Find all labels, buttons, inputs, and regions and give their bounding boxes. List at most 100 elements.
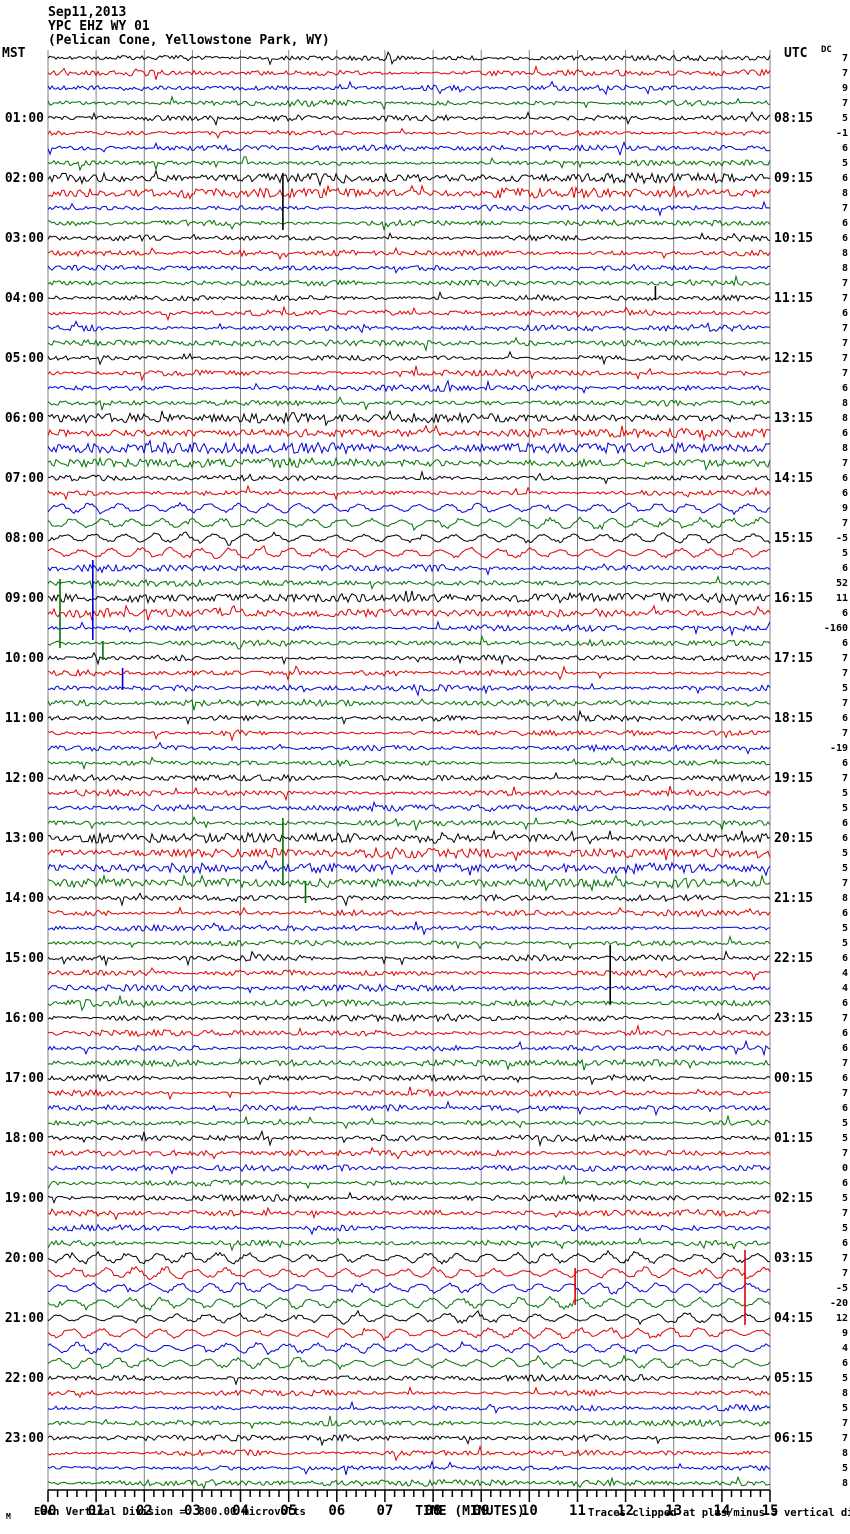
dc-offset-value: 5 — [841, 923, 848, 934]
dc-offset-value: 6 — [841, 953, 848, 964]
dc-offset-value: 6 — [841, 1043, 848, 1054]
dc-offset-value: 8 — [841, 1388, 848, 1399]
dc-offset-value: 6 — [841, 1073, 848, 1084]
dc-offset-value: 7 — [841, 518, 848, 529]
dc-offset-value: 6 — [841, 1103, 848, 1114]
utc-time-label: 13:15 — [774, 411, 814, 426]
dc-offset-value: 7 — [841, 1433, 848, 1444]
utc-time-label: 02:15 — [774, 1191, 814, 1206]
mst-time-label: 20:00 — [4, 1251, 44, 1266]
dc-offset-value: 7 — [841, 878, 848, 889]
dc-offset-value: 5 — [841, 1118, 848, 1129]
dc-offset-value: 7 — [841, 1088, 848, 1099]
dc-offset-value: 6 — [841, 638, 848, 649]
dc-offset-value: 5 — [841, 1463, 848, 1474]
dc-offset-value: 8 — [841, 188, 848, 199]
mst-time-label: 14:00 — [4, 891, 44, 906]
dc-offset-value: 6 — [841, 308, 848, 319]
mst-time-label: 09:00 — [4, 591, 44, 606]
dc-offset-value: 5 — [841, 683, 848, 694]
dc-offset-value: 6 — [841, 713, 848, 724]
mst-time-label: 18:00 — [4, 1131, 44, 1146]
dc-offset-value: 5 — [841, 113, 848, 124]
utc-time-label: 04:15 — [774, 1311, 814, 1326]
utc-time-label: 03:15 — [774, 1251, 814, 1266]
x-axis-tick-label: 06 — [328, 1503, 346, 1519]
mst-axis-label: MST — [2, 46, 26, 61]
dc-offset-value: 7 — [841, 98, 848, 109]
dc-offset-value: 7 — [841, 1418, 848, 1429]
dc-offset-value: 9 — [841, 1328, 848, 1339]
x-axis-tick-label: 02 — [135, 1503, 153, 1519]
dc-offset-value: 6 — [841, 998, 848, 1009]
dc-offset-value: 6 — [841, 608, 848, 619]
dc-offset-value: 0 — [841, 1163, 848, 1174]
dc-offset-value: 8 — [841, 443, 848, 454]
utc-time-label: 11:15 — [774, 291, 814, 306]
x-axis-tick-label: 14 — [713, 1503, 731, 1519]
dc-offset-value: 6 — [841, 908, 848, 919]
x-axis-tick-label: 15 — [761, 1503, 779, 1519]
x-axis-tick-label: 08 — [424, 1503, 442, 1519]
dc-offset-value: 4 — [841, 968, 848, 979]
dc-offset-value: 8 — [841, 1478, 848, 1489]
utc-time-label: 01:15 — [774, 1131, 814, 1146]
mst-time-label: 23:00 — [4, 1431, 44, 1446]
utc-time-label: 17:15 — [774, 651, 814, 666]
dc-offset-value: 12 — [835, 1313, 848, 1324]
utc-axis-label: UTC — [784, 46, 808, 61]
dc-offset-value: 4 — [841, 983, 848, 994]
dc-offset-value: 8 — [841, 413, 848, 424]
dc-offset-value: 7 — [841, 68, 848, 79]
dc-offset-value: 5 — [841, 1133, 848, 1144]
utc-time-label: 09:15 — [774, 171, 814, 186]
dc-offset-value: 6 — [841, 218, 848, 229]
mst-time-label: 13:00 — [4, 831, 44, 846]
utc-time-label: 20:15 — [774, 831, 814, 846]
dc-offset-value: 6 — [841, 428, 848, 439]
dc-offset-value: 5 — [841, 863, 848, 874]
dc-offset-value: 7 — [841, 1253, 848, 1264]
dc-offset-value: 9 — [841, 503, 848, 514]
dc-offset-value: -20 — [829, 1298, 848, 1309]
dc-offset-value: 6 — [841, 833, 848, 844]
utc-time-label: 05:15 — [774, 1371, 814, 1386]
dc-offset-value: 6 — [841, 1028, 848, 1039]
utc-time-label: 18:15 — [774, 711, 814, 726]
dc-offset-value: 9 — [841, 83, 848, 94]
mst-time-label: 22:00 — [4, 1371, 44, 1386]
dc-offset-value: 5 — [841, 1403, 848, 1414]
mst-time-label: 03:00 — [4, 231, 44, 246]
dc-offset-value: 7 — [841, 1268, 848, 1279]
dc-offset-value: 5 — [841, 548, 848, 559]
x-axis-title: TIME (MINUTES) — [415, 1504, 525, 1519]
x-axis-tick-label: 01 — [87, 1503, 105, 1519]
dc-offset-value: 7 — [841, 1148, 848, 1159]
dc-offset-value: 52 — [835, 578, 848, 589]
utc-time-label: 19:15 — [774, 771, 814, 786]
x-axis-tick-label: 10 — [520, 1503, 538, 1519]
header-date: Sep11,2013 — [48, 5, 127, 20]
dc-offset-value: 8 — [841, 248, 848, 259]
dc-offset-value: 7 — [841, 653, 848, 664]
dc-offset-value: 7 — [841, 323, 848, 334]
header-location: (Pelican Cone, Yellowstone Park, WY) — [48, 33, 330, 48]
mst-time-label: 08:00 — [4, 531, 44, 546]
mst-time-label: 11:00 — [4, 711, 44, 726]
utc-time-label: 15:15 — [774, 531, 814, 546]
dc-offset-value: 5 — [841, 938, 848, 949]
dc-offset-value: 7 — [841, 338, 848, 349]
x-axis-tick-label: 09 — [472, 1503, 490, 1519]
dc-offset-value: 7 — [841, 293, 848, 304]
x-axis-tick-label: 11 — [569, 1503, 586, 1519]
dc-offset-value: 7 — [841, 728, 848, 739]
dc-offset-value: 5 — [841, 1373, 848, 1384]
dc-offset-value: 5 — [841, 158, 848, 169]
mst-time-label: 05:00 — [4, 351, 44, 366]
utc-time-label: 00:15 — [774, 1071, 814, 1086]
utc-time-label: 06:15 — [774, 1431, 814, 1446]
dc-offset-value: 5 — [841, 1223, 848, 1234]
header-station: YPC EHZ WY 01 — [48, 19, 150, 34]
